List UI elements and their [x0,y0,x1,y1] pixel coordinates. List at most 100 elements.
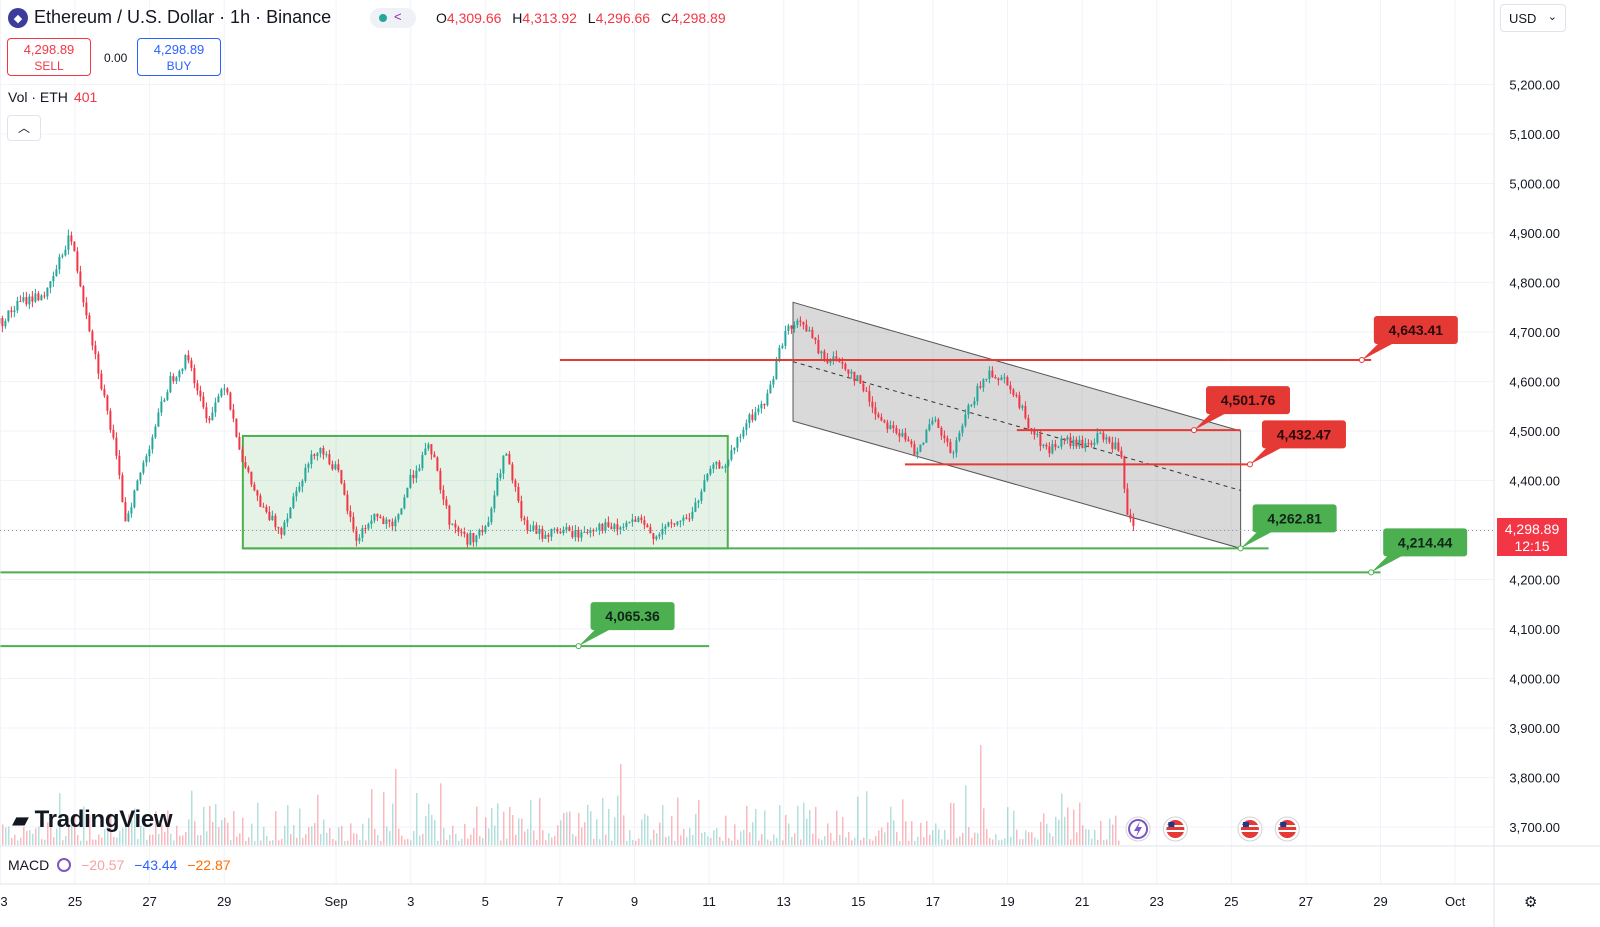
volume-bar [422,833,424,845]
level-callout-pointer [578,628,613,647]
candle-body [124,502,127,522]
volume-bar [659,822,661,845]
ohlc-readout: O4,309.66 H4,313.92 L4,296.66 C4,298.89 [436,10,726,26]
volume-bar [620,763,622,845]
macd-legend[interactable]: MACD −20.57 −43.44 −22.87 [8,857,231,873]
candle-body [235,418,238,437]
volume-bar [962,832,964,845]
volume-bar [599,839,601,845]
volume-bar [578,813,580,845]
level-label: 4,643.41 [1389,322,1444,338]
candle-body [280,528,283,535]
candle-body [646,524,649,528]
volume-bar [161,824,163,845]
candle-body [475,535,478,543]
candle-body [871,401,874,408]
volume-bar [110,813,112,845]
volume-bar [266,835,268,845]
candle-body [973,401,976,405]
volume-bar [1043,813,1045,845]
candle-body [640,517,643,521]
volume-bar [461,838,463,845]
volume-bar [1094,829,1096,845]
market-status[interactable]: < [370,8,416,28]
candle-body [925,430,928,443]
volume-legend[interactable]: Vol · ETH 401 [8,89,98,105]
volume-bar [920,822,922,845]
volume-bar [884,832,886,845]
candle-body [751,414,754,421]
chevron-down-icon: ⌄ [1547,11,1557,23]
volume-bar [191,790,193,845]
candle-body [145,456,148,463]
volume-bar [1076,832,1078,845]
volume-bar [245,840,247,845]
candle-body [151,437,154,450]
level-label: 4,262.81 [1267,510,1322,526]
candle-body [922,442,925,445]
candle-body [967,405,970,415]
symbol-title[interactable]: Ethereum / U.S. Dollar · 1h · Binance [34,7,332,27]
volume-bar [1031,832,1033,845]
candle-body [343,483,346,495]
volume-bar [677,797,679,845]
candle-body [943,435,946,439]
volume-bar [200,835,202,845]
volume-bar [971,837,973,845]
currency-selector[interactable]: USD ⌄ [1500,4,1566,32]
candle-body [1057,446,1060,448]
candle-body [469,533,472,545]
volume-bar [179,835,181,845]
candle-body [349,511,352,517]
level-callout [1252,504,1337,533]
candle-body [361,528,364,538]
volume-bar [188,819,190,845]
candle-body [802,321,805,325]
volume-bar [365,840,367,845]
candle-body [874,407,877,415]
candle-body [310,454,313,465]
candle-body [163,399,166,402]
ethereum-icon: ◆ [8,8,28,28]
volume-bar [542,830,544,845]
volume-bar [533,830,535,845]
volume-bar [872,840,874,845]
candle-body [187,355,190,361]
candle-body [1129,514,1132,519]
volume-bar [479,836,481,845]
candle-body [169,376,172,393]
flag-canton [1280,822,1287,827]
volume-bar [263,826,265,845]
volume-bar [902,799,904,845]
flag-canton [1242,822,1249,827]
candle-body [508,453,511,465]
sell-button[interactable]: 4,298.89 SELL [7,38,91,76]
descending-channel [792,301,1242,550]
volume-bar [1106,839,1108,845]
macd-settings-icon[interactable] [57,858,72,872]
candle-body [892,425,895,429]
volume-bar [644,813,646,845]
volume-bar [914,840,916,845]
candle-body [271,515,274,521]
volume-bar [1019,839,1021,845]
volume-bar [389,831,391,845]
volume-bar [989,838,991,845]
candle-body [25,297,28,305]
collapse-legend-button[interactable]: ︿ [7,115,41,141]
gear-icon[interactable]: ⚙ [1524,894,1538,911]
volume-bar [932,830,934,845]
volume-bar [812,833,814,845]
candle-body [865,390,868,392]
candle-body [160,401,163,413]
buy-button[interactable]: 4,298.89 BUY [137,38,221,76]
candle-body [49,281,52,288]
volume-bar [1088,829,1090,845]
volume-bar [86,840,88,845]
candle-body [601,523,604,531]
volume-bar [5,827,7,845]
volume-bar [392,803,394,845]
volume-bar [641,819,643,845]
candle-body [580,532,583,538]
